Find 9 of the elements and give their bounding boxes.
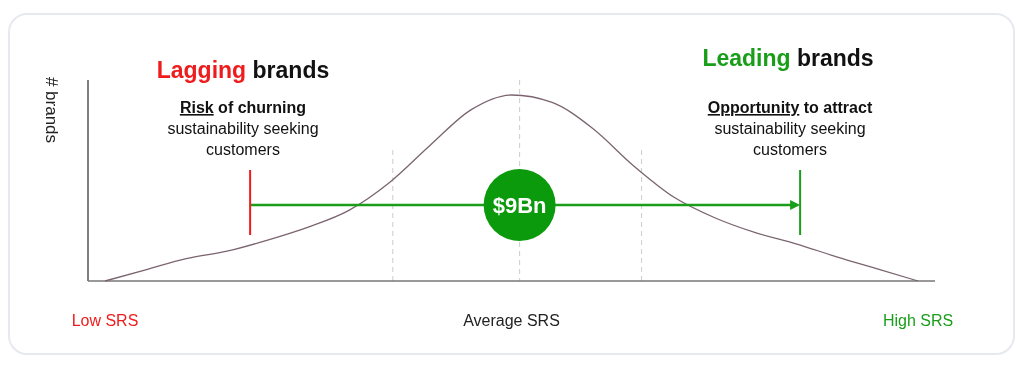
y-axis-title: # brands [42,76,61,144]
x-tick-label: Average SRS [463,312,560,329]
annotation: Risk of churning sustainability seeking customers [167,99,319,158]
annotation: Opportunity to attract sustainability seeking customers [707,99,873,158]
annotation: $9Bn [492,193,547,218]
x-tick-label: Low SRS [71,312,139,329]
x-tick-label: High SRS [882,312,954,329]
text: Leading brands [702,45,874,71]
text: Lagging brands [156,57,330,83]
